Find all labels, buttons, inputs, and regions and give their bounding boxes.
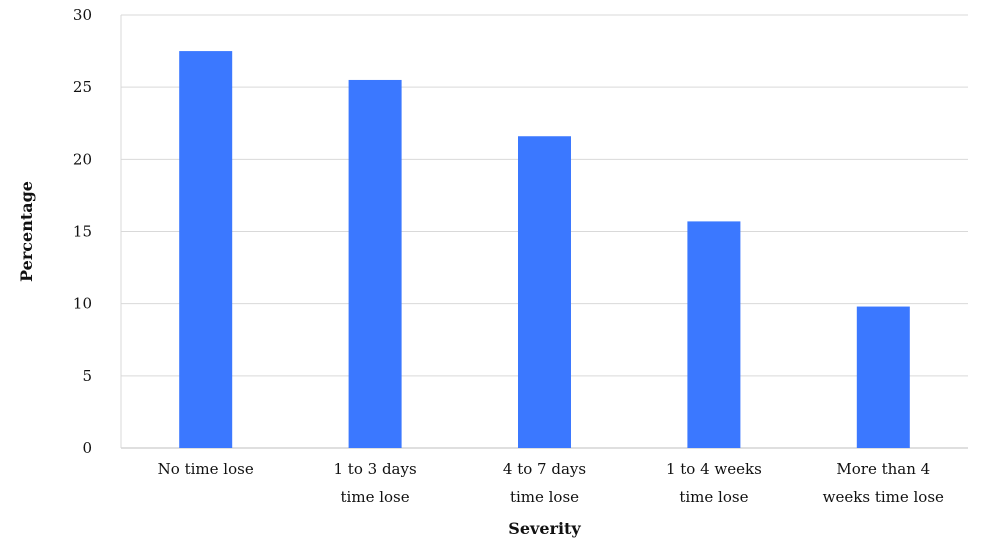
x-category-label: No time lose (158, 460, 254, 478)
x-axis-title: Severity (508, 519, 581, 538)
x-category-label-line: time lose (341, 488, 410, 506)
x-category-label-line: No time lose (158, 460, 254, 478)
x-category-label-line: 4 to 7 days (503, 460, 586, 478)
x-category-label: 1 to 4 weeks time lose (666, 460, 762, 506)
x-category-label-line: time lose (510, 488, 579, 506)
x-category-label-line: 1 to 3 days (334, 460, 417, 478)
y-axis-title: Percentage (17, 181, 36, 282)
x-category-label: More than 4 weeks time lose (823, 460, 944, 506)
bar (348, 79, 402, 448)
y-tick-label: 5 (82, 367, 92, 385)
y-tick-label: 10 (73, 295, 92, 313)
x-category-label-line: 1 to 4 weeks (666, 460, 762, 478)
x-category-label-line: time lose (679, 488, 748, 506)
y-tick-label: 25 (73, 78, 92, 96)
bar (518, 136, 571, 449)
y-tick-label: 0 (82, 439, 92, 457)
bar (687, 221, 741, 448)
bar (179, 51, 233, 448)
x-category-label: 1 to 3 days time lose (334, 460, 417, 506)
x-category-label-line: weeks time lose (823, 488, 944, 506)
bar (856, 306, 910, 448)
y-tick-label: 15 (73, 223, 92, 241)
x-category-label: 4 to 7 days time lose (503, 460, 586, 506)
y-tick-label: 30 (73, 6, 92, 24)
x-category-label-line: More than 4 (836, 460, 930, 478)
y-tick-label: 20 (73, 150, 92, 168)
y-axis-ticks: 0 5 10 15 20 25 30 (73, 6, 92, 457)
bars (179, 51, 910, 449)
